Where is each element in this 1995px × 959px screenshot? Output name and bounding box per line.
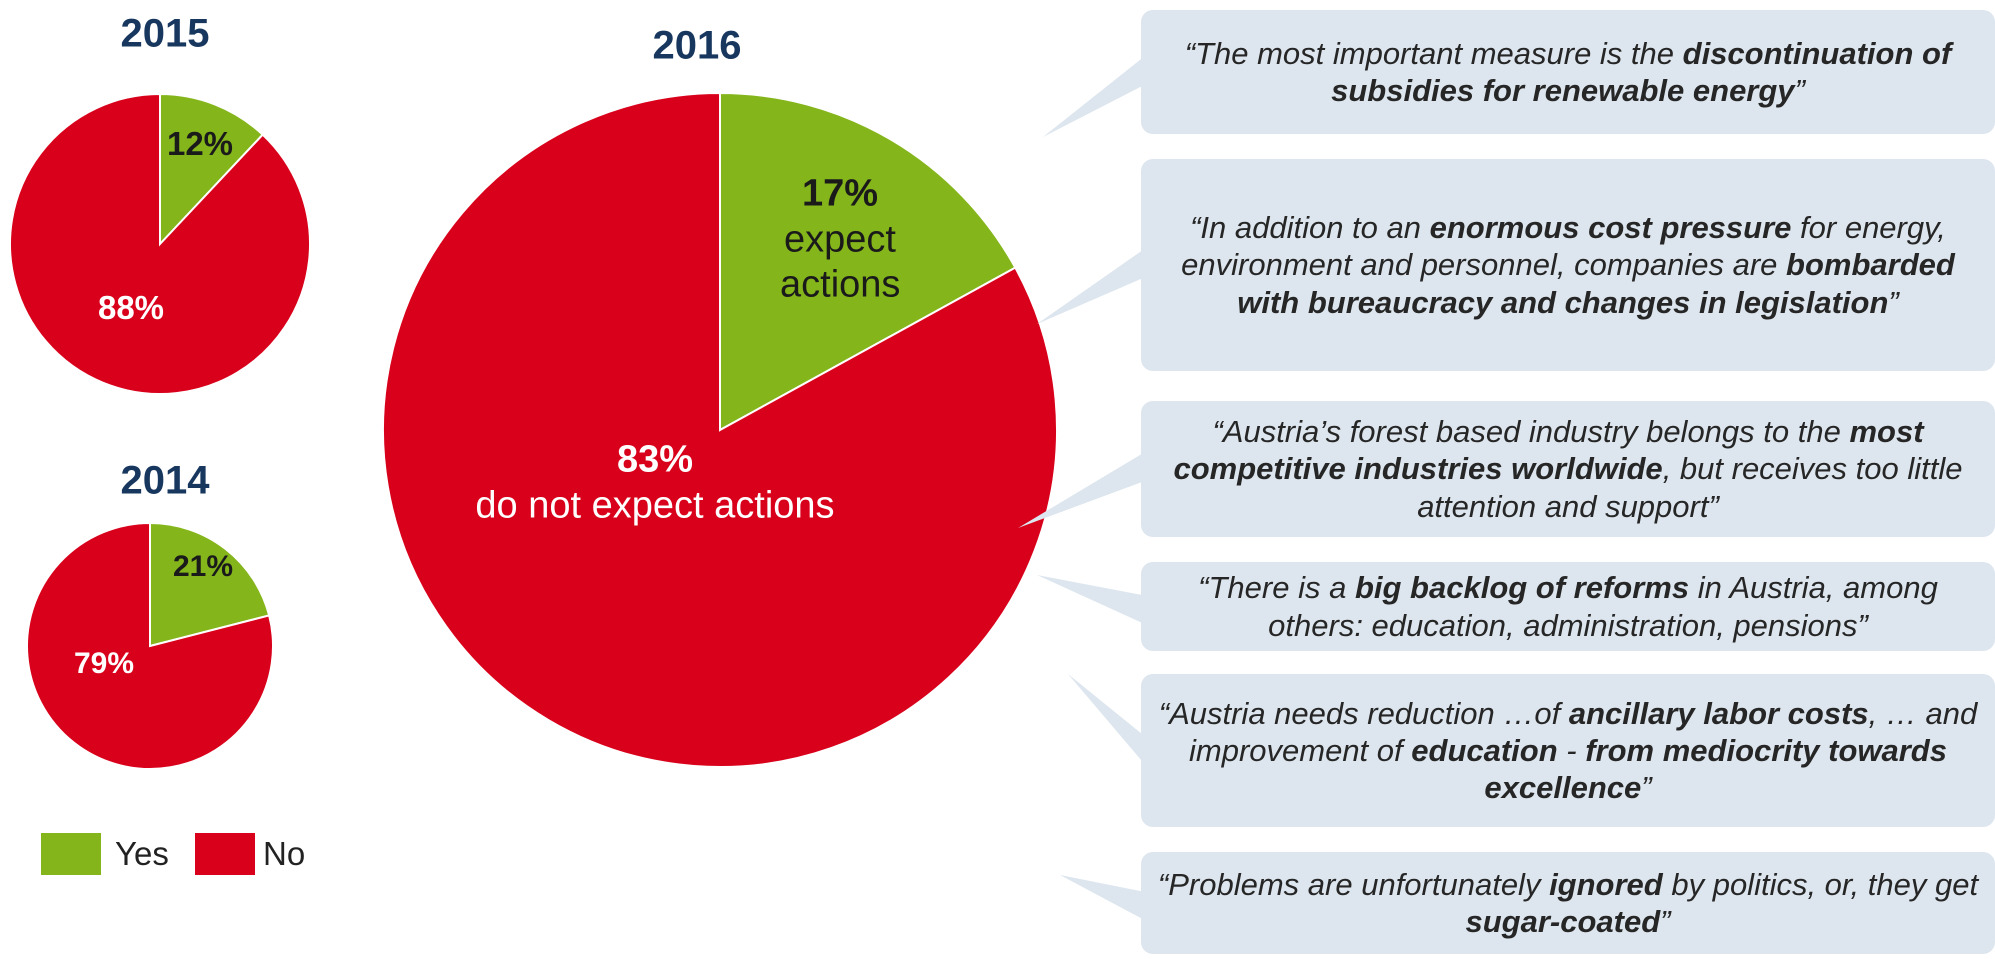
slice-annotation: expect actions (780, 218, 901, 306)
quote-segment: enormous cost pressure (1429, 210, 1792, 246)
quote-text: “In addition to an enormous cost pressur… (1155, 209, 1981, 321)
legend-label: No (263, 835, 306, 872)
legend-swatch (195, 833, 255, 875)
pie-slice (159, 92, 265, 247)
slice-label: 12% (167, 124, 233, 164)
quote-segment: “Austria’s forest based industry belongs… (1212, 414, 1850, 450)
quote-box: “There is a big backlog of reforms in Au… (1141, 562, 1995, 651)
quote-segment: , but receives too little attention and … (1417, 451, 1963, 524)
quote-box: “Problems are unfortunately ignored by p… (1141, 852, 1995, 954)
pie-title: 2014 (120, 458, 210, 503)
quote-box: “In addition to an enormous cost pressur… (1141, 159, 1995, 371)
quote-text: “There is a big backlog of reforms in Au… (1155, 569, 1981, 643)
quote-text: “Problems are unfortunately ignored by p… (1155, 866, 1981, 940)
pie-title: 2016 (652, 23, 742, 68)
slice-label: 79% (74, 646, 134, 682)
legend-swatch (41, 833, 101, 875)
quote-segment: bombarded with bureaucracy and changes i… (1237, 247, 1955, 320)
callout-tail (1037, 245, 1150, 324)
value-label: 83% (616, 438, 694, 481)
quote-text: “Austria needs reduction …of ancillary l… (1155, 695, 1981, 807)
value-label: 79% (73, 647, 135, 680)
legend-label: Yes (115, 835, 169, 872)
quote-segment: ancillary labor costs (1568, 695, 1869, 731)
quote-segment: , … and improvement of (1189, 695, 1978, 768)
quote-segment: big backlog of reforms (1354, 570, 1690, 606)
slice-label: 17% expect actions (780, 172, 900, 309)
value-label: 12% (166, 125, 234, 163)
quote-segment: sugar-coated (1465, 904, 1661, 939)
quote-box: “Austria needs reduction …of ancillary l… (1141, 674, 1995, 827)
quote-segment: in Austria, among others: education, adm… (1268, 570, 1938, 643)
value-label: 88% (97, 289, 165, 327)
callout-tail (1043, 52, 1150, 137)
quote-box: “Austria’s forest based industry belongs… (1141, 401, 1995, 537)
pie-slice (9, 92, 311, 395)
value-label: 21% (172, 550, 234, 583)
quote-segment: most competitive industries worldwide (1173, 414, 1924, 487)
quote-text: “The most important measure is the disco… (1155, 35, 1981, 109)
quote-segment: “In addition to an (1190, 210, 1430, 246)
value-label: 17% (801, 172, 879, 215)
slice-annotation: do not expect actions (475, 484, 835, 526)
quote-segment: ” (1660, 904, 1671, 939)
quote-segment: from mediocrity towards excellence (1484, 732, 1947, 806)
quote-segment: “Austria needs reduction …of (1158, 695, 1569, 731)
quote-segment: by politics, or, they get (1662, 866, 1979, 902)
quote-segment: ” (1641, 770, 1652, 806)
pie-slice (719, 91, 1017, 432)
quote-segment: “Problems are unfortunately (1157, 866, 1550, 902)
callout-tail (1018, 449, 1150, 528)
callout-tail (1037, 575, 1150, 627)
quote-segment: “The most important measure is the (1184, 35, 1683, 71)
pie-slice (149, 521, 271, 648)
slice-label: 88% (98, 288, 164, 328)
quote-text: “Austria’s forest based industry belongs… (1155, 413, 1981, 525)
quote-segment: ” (1888, 284, 1899, 320)
callout-tail (1068, 674, 1150, 771)
quote-box: “The most important measure is the disco… (1141, 10, 1995, 134)
pie-slice (26, 521, 274, 770)
slice-label: 21% (173, 549, 233, 585)
slice-label: 83% do not expect actions (455, 437, 855, 528)
quote-segment: - (1557, 732, 1586, 768)
quote-segment: discontinuation of subsidies for renewab… (1331, 35, 1952, 108)
pie-slice (382, 91, 1059, 768)
quote-segment: education (1411, 732, 1558, 768)
quote-segment: for energy, environment and personnel, c… (1181, 210, 1946, 283)
quote-segment: “There is a (1198, 570, 1355, 606)
pie-title: 2015 (120, 11, 210, 56)
quote-segment: ignored (1549, 866, 1663, 902)
quote-segment: ” (1794, 73, 1805, 108)
callout-tail (1060, 875, 1150, 923)
